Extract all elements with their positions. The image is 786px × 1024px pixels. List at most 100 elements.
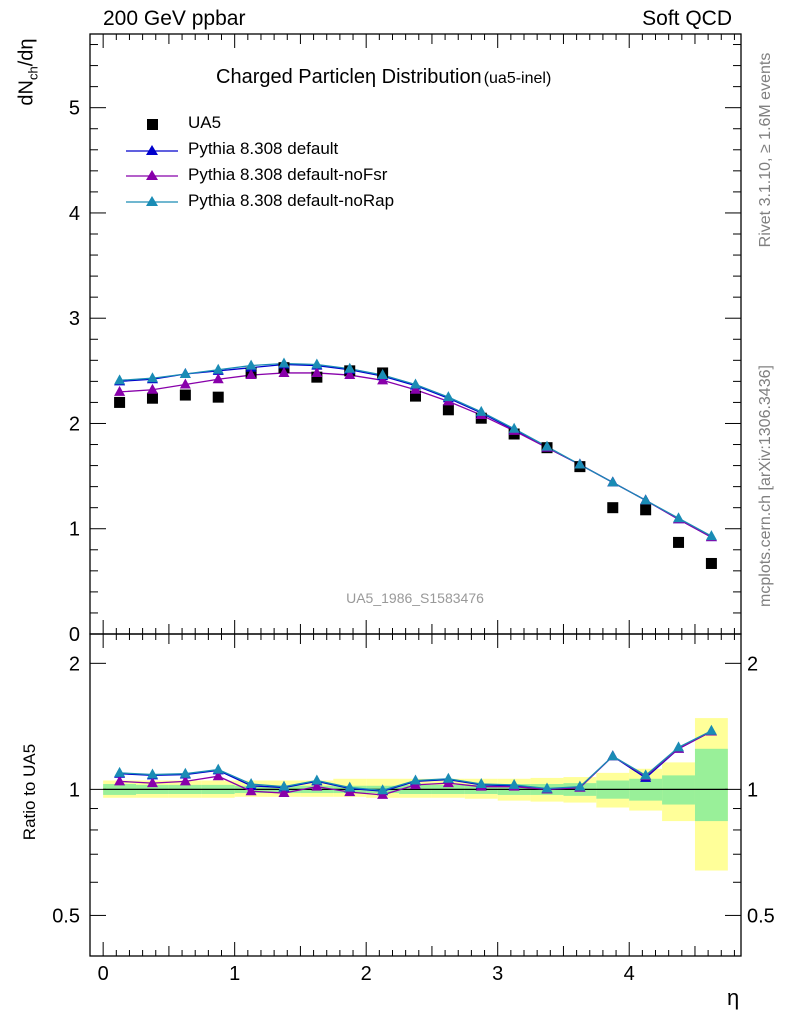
data-point-ua5 <box>179 389 191 401</box>
data-point-ua5 <box>705 557 717 569</box>
x-tick-label: 2 <box>361 963 372 985</box>
main-title: Charged Particleη Distribution (ua5-inel) <box>216 66 551 89</box>
data-point-ua5 <box>673 536 685 548</box>
x-tick-label: 1 <box>229 963 240 985</box>
ratio-point <box>146 768 158 779</box>
y-tick-label: 3 <box>69 308 80 330</box>
data-point-ua5 <box>146 392 158 404</box>
ratio-point <box>705 724 717 735</box>
ratio-point <box>245 785 257 796</box>
ratio-point <box>410 774 421 785</box>
mc-point-2 <box>377 374 389 385</box>
mc-point-3 <box>541 440 553 451</box>
data-point-ua5 <box>311 371 323 383</box>
mc-point-3 <box>673 512 685 523</box>
ratio-point <box>442 772 454 783</box>
data-point-ua5 <box>114 396 126 408</box>
x-tick-label: 4 <box>624 963 635 985</box>
mc-point-3 <box>245 359 257 370</box>
ratio-point <box>541 782 553 793</box>
mc-point-3 <box>146 372 158 383</box>
ratio-point <box>574 780 586 791</box>
ratio-point <box>212 763 224 774</box>
ratio-y-tick-label-left: 0.5 <box>52 905 80 927</box>
mc-point-3 <box>410 378 421 389</box>
ratio-point <box>212 770 224 781</box>
mc-point-3 <box>640 494 652 505</box>
mc-point-3 <box>442 391 454 402</box>
ratio-xlabel: η <box>727 985 740 1010</box>
ratio-point <box>278 780 290 791</box>
y-tick-label: 2 <box>69 413 80 435</box>
data-point-ua5 <box>442 404 454 416</box>
mc-point-3 <box>508 422 520 433</box>
ratio-band-inner <box>694 748 728 822</box>
ratio-point <box>179 767 191 778</box>
y-tick-label: 0 <box>69 624 80 646</box>
mc-point-3 <box>344 362 356 373</box>
ratio-y-tick-label-left: 1 <box>69 779 80 801</box>
mc-point-3 <box>574 458 586 469</box>
legend-label-ua5: UA5 <box>188 113 222 132</box>
ratio-point <box>146 777 158 788</box>
data-point-ua5 <box>212 391 224 403</box>
title-main: Charged Particleη Distribution <box>216 66 482 88</box>
mc-point-2 <box>410 383 421 394</box>
mc-point-2 <box>311 366 323 377</box>
mc-point-3 <box>607 476 619 487</box>
header-left: 200 GeV ppbar <box>103 7 246 30</box>
ratio-y-tick-label-left: 2 <box>69 653 80 675</box>
mc-point-3 <box>278 357 290 368</box>
legend-label-norap: Pythia 8.308 default-noRap <box>188 191 395 210</box>
mc-point-2 <box>278 366 290 377</box>
mc-point-2 <box>146 383 158 394</box>
y-tick-label: 4 <box>69 203 80 225</box>
ratio-y-tick-label-right: 0.5 <box>747 905 775 927</box>
ratio-point <box>114 775 126 786</box>
ratio-frame <box>89 633 742 957</box>
legend-label-nofsr: Pythia 8.308 default-noFsr <box>188 165 388 184</box>
mc-point-2 <box>245 369 257 380</box>
ratio-point <box>475 777 487 788</box>
mc-point-3 <box>114 374 126 385</box>
legend-marker-default <box>146 145 158 155</box>
ratio-point <box>640 769 652 780</box>
data-point-ua5 <box>640 504 652 516</box>
legend-marker-norap <box>146 196 158 206</box>
analysis-label: UA5_1986_S1583476 <box>346 590 484 606</box>
mc-point-3 <box>475 405 487 416</box>
header-right: Soft QCD <box>642 7 732 30</box>
ratio-point <box>607 750 619 761</box>
mc-point-3 <box>179 368 191 378</box>
legend-marker-ua5 <box>147 119 158 130</box>
ratio-point <box>311 774 323 785</box>
legend-markers <box>126 119 178 206</box>
mc-point-3 <box>212 363 224 374</box>
data-point-ua5 <box>410 390 421 402</box>
main-frame <box>89 33 742 635</box>
data-point-ua5 <box>607 502 619 514</box>
mc-point-2 <box>344 369 356 380</box>
title-tag: (ua5-inel) <box>483 70 552 87</box>
y-tick-label: 5 <box>69 98 80 120</box>
mc-point-2 <box>212 373 224 384</box>
ratio-point <box>377 784 389 795</box>
ratio-point <box>245 777 257 788</box>
mc-point-3 <box>705 530 717 541</box>
mc-point-2 <box>179 378 191 389</box>
ratio-y-tick-label-right: 1 <box>747 779 758 801</box>
ratio-point <box>311 780 323 791</box>
x-tick-label: 0 <box>98 963 109 985</box>
y-tick-label: 1 <box>69 519 80 541</box>
mc-point-3 <box>311 358 323 369</box>
legend-marker-nofsr <box>146 170 158 180</box>
ratio-point <box>278 787 290 798</box>
ratio-point <box>344 781 356 792</box>
legend-label-default: Pythia 8.308 default <box>188 139 339 158</box>
ratio-point <box>114 766 126 777</box>
ratio-point <box>673 741 685 752</box>
ratio-y-tick-label-right: 2 <box>747 653 758 675</box>
ratio-point <box>179 775 191 786</box>
ratio-point <box>508 778 520 789</box>
